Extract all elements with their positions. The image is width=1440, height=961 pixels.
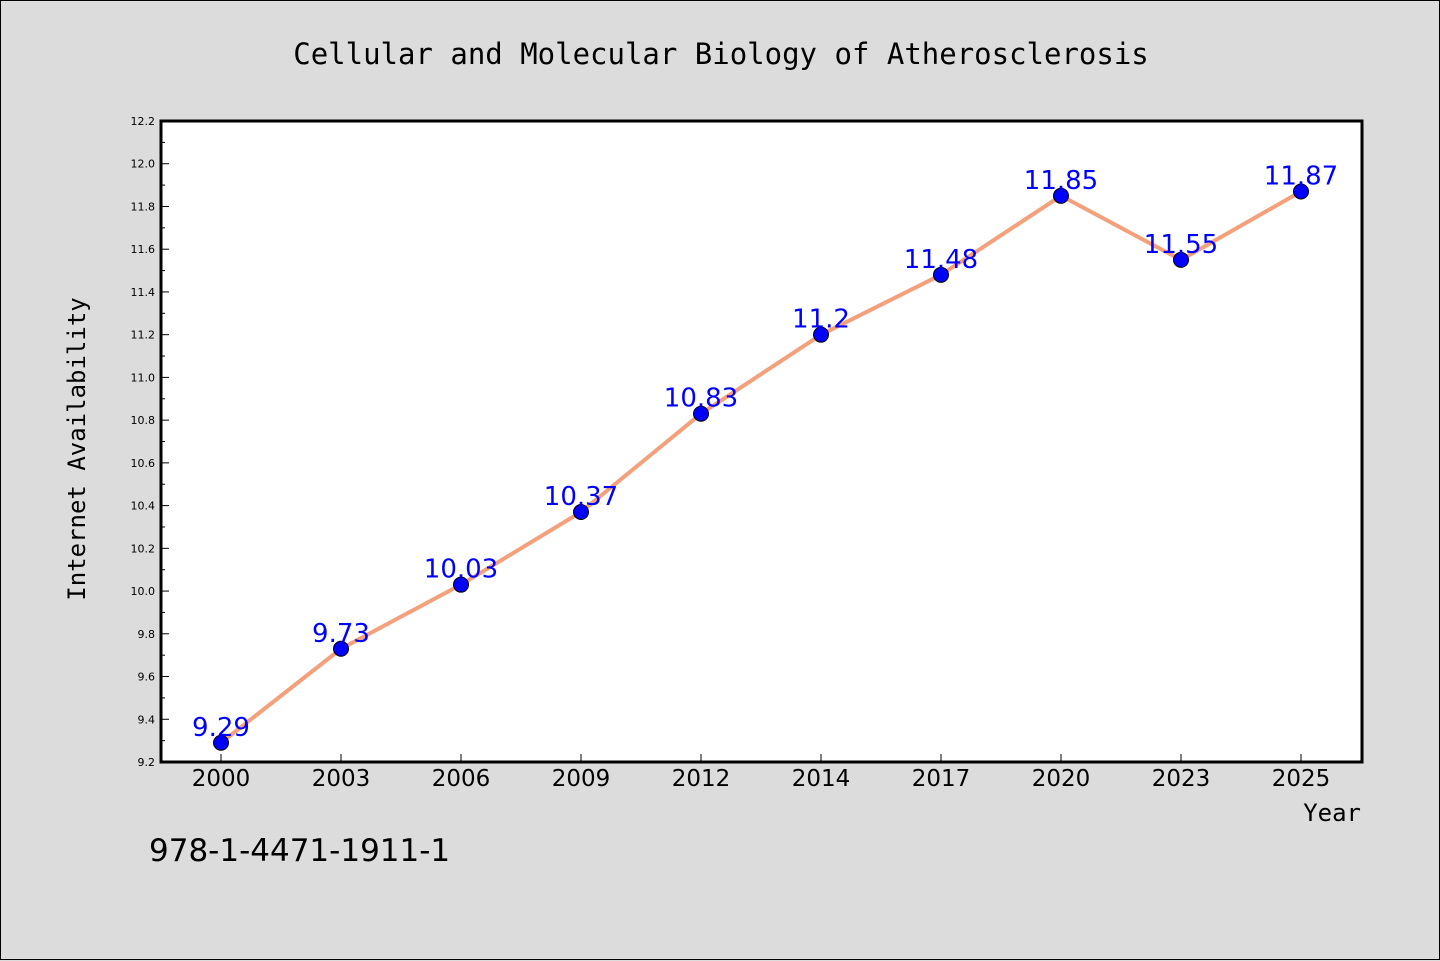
x-tick-label: 2020 (1032, 766, 1091, 792)
data-label: 9.73 (312, 619, 370, 649)
series-markers (213, 183, 1309, 751)
y-tick-label: 11.8 (131, 200, 156, 213)
x-tick-label: 2009 (552, 766, 611, 792)
y-axis: 9.2 9.4 9.6 9.8 10.0 10.2 10.4 10.6 10.8 11.0 11.2… (131, 115, 169, 769)
y-tick-label: 9.8 (138, 628, 156, 641)
plot-area (159, 119, 1364, 764)
data-label: 10.83 (664, 384, 738, 414)
y-tick-label: 9.4 (138, 713, 156, 726)
data-point (1293, 183, 1309, 200)
data-label: 10.03 (424, 555, 498, 585)
data-point (693, 405, 709, 422)
x-tick-label: 2017 (912, 766, 971, 792)
data-point (1173, 251, 1189, 268)
x-tick-label: 2003 (312, 766, 371, 792)
x-axis-label: Year (1303, 799, 1361, 827)
y-tick-label: 9.2 (138, 756, 156, 769)
y-tick-label: 9.6 (138, 671, 156, 684)
y-tick-label: 10.2 (131, 542, 156, 555)
x-tick-label: 2025 (1272, 766, 1331, 792)
chart-title: Cellular and Molecular Biology of Athero… (293, 37, 1149, 71)
x-tick-label: 2012 (672, 766, 731, 792)
y-tick-label: 10.0 (131, 585, 156, 598)
x-axis: 2000 2003 2006 2009 2012 2014 2017 2020 2023 2025 (192, 754, 1331, 792)
data-point (453, 576, 469, 593)
x-tick-label: 2023 (1152, 766, 1211, 792)
data-label: 11.48 (904, 245, 978, 275)
data-label: 11.87 (1264, 162, 1338, 192)
y-axis-label: Internet Availability (63, 297, 91, 600)
footer-code: 978-1-4471-1911-1 (149, 833, 451, 869)
y-tick-label: 11.2 (131, 329, 156, 342)
y-tick-label: 10.6 (131, 457, 156, 470)
data-label: 11.2 (792, 305, 850, 335)
y-tick-label: 10.8 (131, 414, 156, 427)
y-tick-label: 12.2 (131, 115, 156, 128)
data-labels: 9.29 9.73 10.03 10.37 10.83 11.2 11.48 11.85 11.… (192, 162, 1338, 743)
data-point (813, 326, 829, 343)
data-label: 10.37 (544, 482, 618, 512)
x-tick-label: 2006 (432, 766, 491, 792)
data-point (333, 640, 349, 657)
y-tick-label: 10.4 (131, 500, 156, 513)
y-tick-label: 11.4 (131, 286, 156, 299)
data-point (933, 266, 949, 283)
y-tick-label: 12.0 (131, 158, 156, 171)
data-label: 11.55 (1144, 230, 1218, 260)
x-tick-label: 2000 (192, 766, 251, 792)
series-line (219, 189, 1302, 745)
data-label: 11.85 (1024, 166, 1098, 196)
y-tick-label: 11.6 (131, 243, 156, 256)
y-tick-label: 11.0 (131, 371, 156, 384)
data-label: 9.29 (192, 713, 250, 743)
data-point (573, 504, 589, 521)
data-point (1053, 187, 1069, 204)
data-point (213, 734, 229, 751)
x-tick-label: 2014 (792, 766, 851, 792)
